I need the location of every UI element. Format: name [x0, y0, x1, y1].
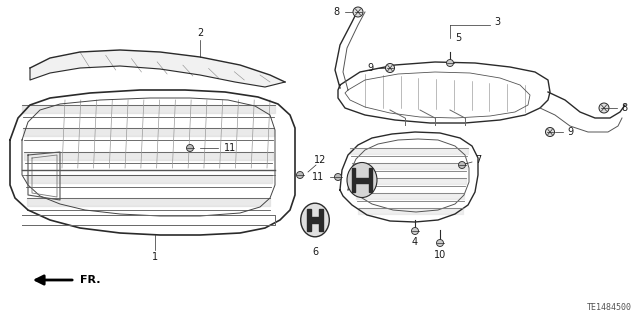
- Text: TE1484500: TE1484500: [587, 303, 632, 312]
- Text: 1: 1: [152, 252, 158, 262]
- Text: 4: 4: [412, 237, 418, 247]
- Text: FR.: FR.: [80, 275, 100, 285]
- Circle shape: [545, 128, 554, 137]
- Polygon shape: [319, 209, 323, 231]
- Text: 10: 10: [434, 250, 446, 260]
- Polygon shape: [307, 209, 311, 231]
- Circle shape: [412, 227, 419, 234]
- Text: 8: 8: [621, 103, 627, 113]
- Circle shape: [296, 172, 303, 179]
- Circle shape: [458, 161, 465, 168]
- Polygon shape: [311, 217, 319, 223]
- Text: 11: 11: [224, 143, 236, 153]
- Polygon shape: [352, 168, 355, 192]
- Text: 2: 2: [197, 28, 203, 38]
- Text: 8: 8: [334, 7, 340, 17]
- Text: 7: 7: [475, 155, 481, 165]
- Circle shape: [385, 63, 394, 72]
- Polygon shape: [369, 168, 372, 192]
- Polygon shape: [355, 177, 369, 182]
- Text: 11: 11: [312, 172, 324, 182]
- Ellipse shape: [301, 203, 330, 237]
- Circle shape: [436, 240, 444, 247]
- Text: 9: 9: [567, 127, 573, 137]
- Text: 12: 12: [314, 155, 326, 165]
- Text: 9: 9: [367, 63, 373, 73]
- Circle shape: [335, 174, 342, 181]
- Circle shape: [353, 7, 363, 17]
- Circle shape: [599, 103, 609, 113]
- Ellipse shape: [347, 162, 377, 197]
- Polygon shape: [30, 50, 285, 87]
- Text: 5: 5: [455, 33, 461, 43]
- Circle shape: [186, 145, 193, 152]
- Text: 3: 3: [494, 17, 500, 27]
- Circle shape: [447, 60, 454, 66]
- Text: 6: 6: [312, 247, 318, 257]
